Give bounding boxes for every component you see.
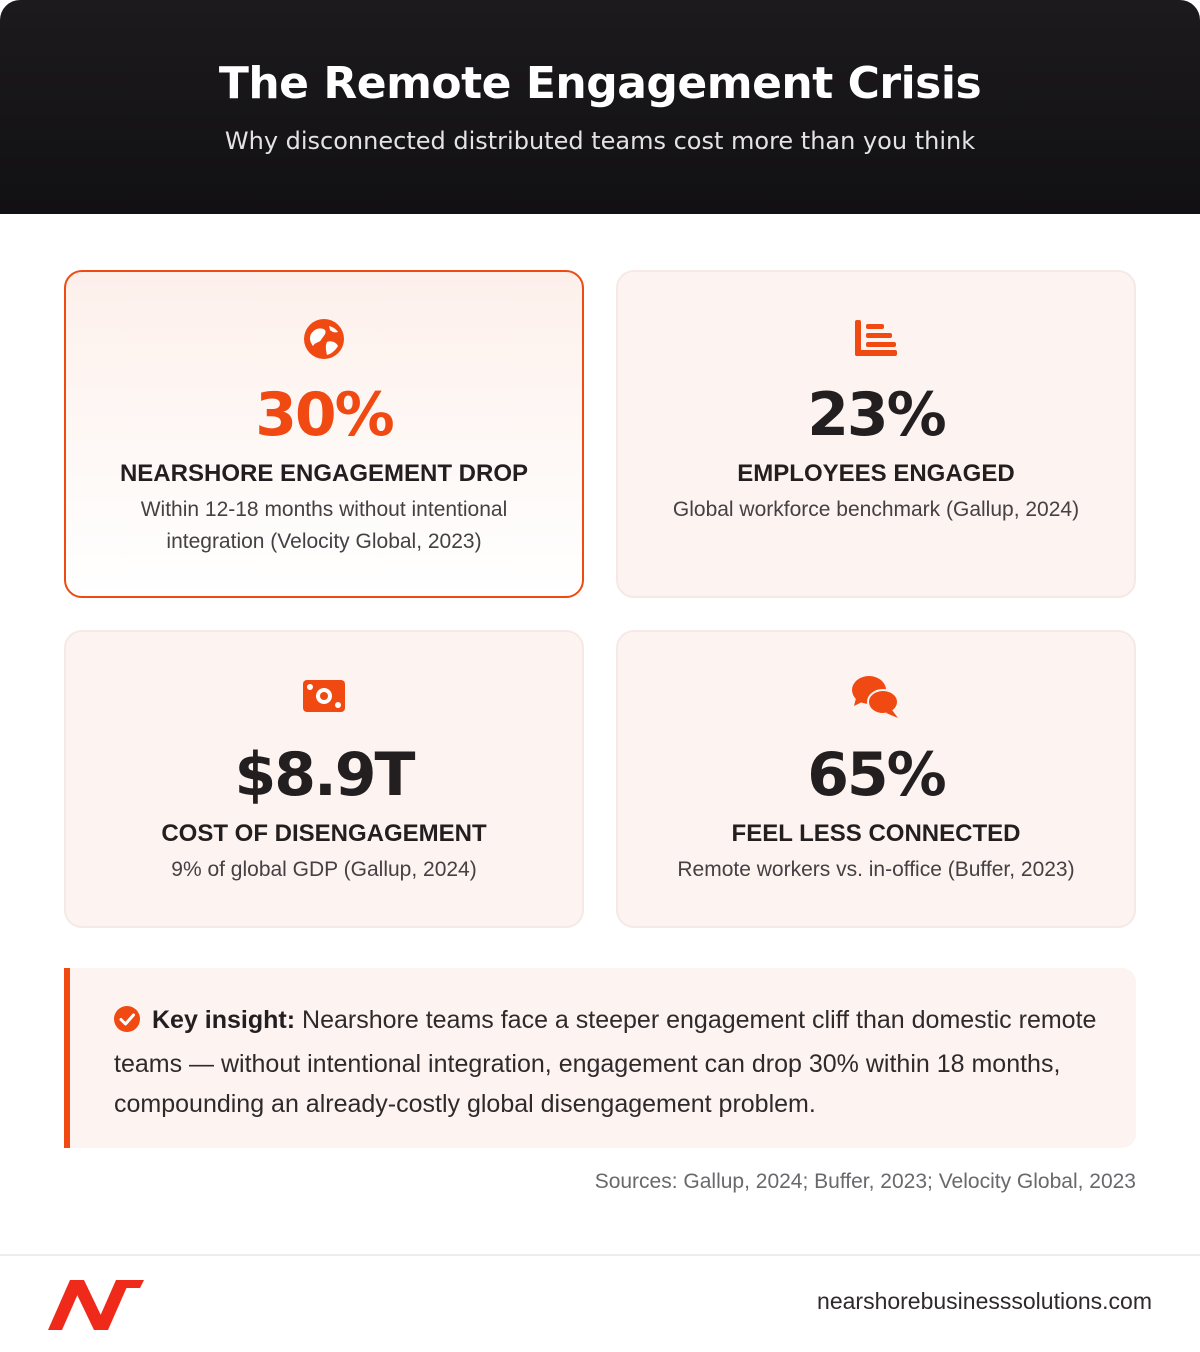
check-circle-icon — [114, 1004, 140, 1044]
stat-value: 30% — [255, 380, 395, 450]
website-url: nearshorebusinesssolutions.com — [817, 1288, 1152, 1314]
header-banner: The Remote Engagement Crisis Why disconn… — [0, 0, 1200, 214]
stat-card-nearshore-drop: 30% NEARSHORE ENGAGEMENT DROP Within 12-… — [64, 270, 584, 598]
footer: nearshorebusinesssolutions.com — [0, 1254, 1200, 1352]
stat-label: COST OF DISENGAGEMENT — [161, 820, 487, 847]
stat-description: Global workforce benchmark (Gallup, 2024… — [672, 498, 1080, 521]
globe-icon — [66, 318, 582, 360]
stat-value: $8.9T — [234, 740, 416, 810]
money-bill-icon — [66, 680, 582, 712]
stat-description: 9% of global GDP (Gallup, 2024) — [171, 858, 477, 881]
stat-label: FEEL LESS CONNECTED — [731, 820, 1021, 847]
stat-card-less-connected: 65% FEEL LESS CONNECTED Remote workers v… — [616, 630, 1136, 928]
stat-description: Within 12-18 months without intentional … — [140, 498, 508, 553]
sources-note: Sources: Gallup, 2024; Buffer, 2023; Vel… — [594, 1170, 1136, 1193]
insight-body: Nearshore teams face a steeper engagemen… — [114, 1006, 1097, 1118]
bar-chart-icon — [618, 320, 1134, 356]
insight-text: Key insight: Nearshore teams face a stee… — [114, 1000, 1104, 1124]
page-title: The Remote Engagement Crisis — [218, 58, 982, 109]
nearshore-logo — [48, 1280, 144, 1335]
page-subtitle: Why disconnected distributed teams cost … — [224, 127, 976, 155]
chat-bubbles-icon — [618, 674, 1134, 720]
stat-label: EMPLOYEES ENGAGED — [737, 460, 1015, 487]
stat-card-employees-engaged: 23% EMPLOYEES ENGAGED Global workforce b… — [616, 270, 1136, 598]
key-insight-callout: Key insight: Nearshore teams face a stee… — [64, 968, 1136, 1148]
stat-value: 65% — [807, 740, 947, 810]
stat-value: 23% — [807, 380, 947, 450]
insight-heading: Key insight: — [152, 1006, 296, 1034]
stat-card-cost-disengagement: $8.9T COST OF DISENGAGEMENT 9% of global… — [64, 630, 584, 928]
stat-description: Remote workers vs. in-office (Buffer, 20… — [677, 858, 1075, 881]
stat-label: NEARSHORE ENGAGEMENT DROP — [119, 460, 529, 487]
